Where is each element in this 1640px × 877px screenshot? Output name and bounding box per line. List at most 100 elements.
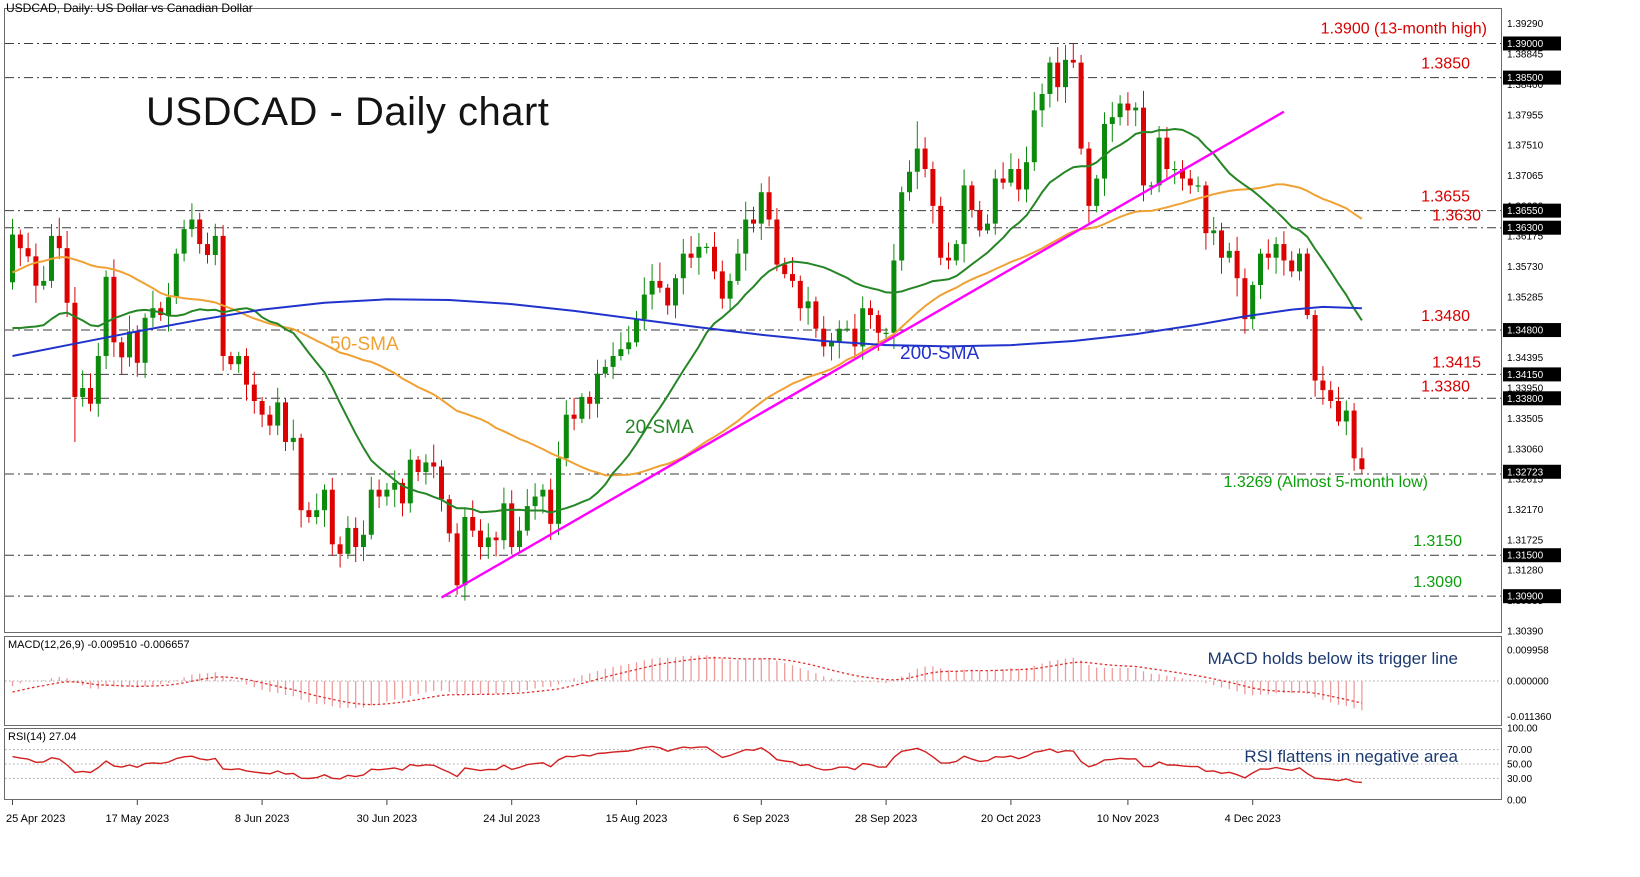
- candle: [930, 161, 936, 224]
- price-box-label: 1.30900: [1503, 589, 1561, 604]
- symbol-title: USDCAD, Daily: US Dollar vs Canadian Dol…: [6, 1, 253, 15]
- price-tick-label: 1.38845: [1507, 50, 1544, 61]
- candle: [1234, 236, 1240, 297]
- candle: [470, 500, 476, 537]
- pane-border: [4, 636, 1502, 726]
- price-tick-label: 1.36175: [1507, 232, 1544, 243]
- candle: [977, 200, 983, 237]
- macd-tick-label: -0.011360: [1507, 712, 1552, 723]
- level-label: 1.3269 (Almost 5-month low): [1223, 474, 1428, 491]
- candle: [111, 259, 117, 357]
- level-label: 1.3850: [1421, 56, 1470, 73]
- candle: [571, 397, 577, 431]
- candle: [33, 243, 39, 303]
- price-tick-label: 1.37510: [1507, 141, 1544, 152]
- candle: [1289, 251, 1295, 278]
- candle: [774, 208, 780, 272]
- candle: [1242, 268, 1248, 334]
- x-axis-label: 4 Dec 2023: [1225, 813, 1281, 825]
- candle: [306, 502, 312, 523]
- candle: [587, 391, 593, 420]
- macd-annotation: MACD holds below its trigger line: [1207, 649, 1458, 668]
- candle: [1164, 127, 1170, 179]
- candle: [1008, 153, 1014, 187]
- candle: [844, 320, 850, 333]
- candle: [1172, 161, 1178, 185]
- candle: [80, 370, 86, 407]
- candle: [376, 479, 382, 509]
- candle: [197, 212, 203, 254]
- candle: [1047, 56, 1053, 108]
- candle: [212, 223, 218, 266]
- chart-title: USDCAD - Daily chart: [146, 90, 550, 134]
- candles-series: [10, 43, 1365, 601]
- rsi-line: [12, 745, 1362, 784]
- price-tick-label: 1.32615: [1507, 475, 1544, 486]
- candle: [17, 229, 23, 267]
- price-tick-label: 1.33060: [1507, 444, 1544, 455]
- rsi-tick-label: 0.00: [1507, 796, 1527, 807]
- candle: [1024, 146, 1029, 203]
- candle: [1328, 381, 1334, 409]
- candle: [1039, 83, 1045, 128]
- sma50-line: [12, 183, 1363, 477]
- rsi-tick-label: 30.00: [1507, 774, 1532, 785]
- level-label: 1.3150: [1413, 533, 1462, 550]
- x-axis-label: 20 Oct 2023: [981, 813, 1041, 825]
- candle: [423, 454, 429, 485]
- svg-text:1.33800: 1.33800: [1507, 394, 1544, 405]
- price-box-label: 1.39000: [1503, 36, 1561, 51]
- candle: [1141, 90, 1146, 202]
- candle: [509, 490, 515, 555]
- candle: [1180, 160, 1185, 191]
- candle: [478, 519, 483, 560]
- sma50-label: 50-SMA: [330, 334, 399, 355]
- candle: [821, 316, 827, 357]
- candle: [805, 286, 811, 325]
- candle: [907, 160, 912, 201]
- candle: [1211, 216, 1217, 246]
- sma200-line: [12, 298, 1362, 357]
- candle: [634, 310, 639, 347]
- candle: [579, 393, 585, 424]
- candle: [119, 337, 125, 375]
- candle: [563, 400, 569, 467]
- candle: [766, 176, 772, 227]
- candle: [1133, 102, 1139, 127]
- candle: [1281, 231, 1287, 276]
- level-label: 1.3090: [1413, 574, 1462, 591]
- candle: [49, 224, 54, 288]
- candle: [275, 387, 281, 436]
- x-axis-label: 6 Sep 2023: [733, 813, 789, 825]
- candle: [1265, 239, 1271, 270]
- candle: [743, 201, 749, 271]
- svg-text:1.36550: 1.36550: [1507, 206, 1544, 217]
- price-tick-label: 1.30390: [1507, 626, 1544, 637]
- candle: [595, 359, 600, 418]
- candle: [829, 332, 834, 361]
- candle: [712, 232, 717, 280]
- candle: [236, 351, 242, 373]
- candle: [1336, 386, 1341, 426]
- candle: [922, 137, 928, 178]
- sma20-line: [12, 128, 1363, 514]
- candle: [727, 273, 733, 311]
- candle: [205, 232, 210, 264]
- candle: [524, 489, 530, 536]
- trendline[interactable]: [440, 110, 1285, 599]
- price-tick-label: 1.35285: [1507, 292, 1544, 303]
- candle: [88, 373, 93, 412]
- candle: [758, 183, 764, 240]
- price-tick-label: 1.37065: [1507, 171, 1544, 182]
- candle: [992, 169, 998, 235]
- candle: [56, 217, 62, 260]
- candle: [134, 325, 140, 377]
- candle: [860, 296, 866, 360]
- candle: [166, 282, 171, 332]
- candle: [532, 483, 538, 520]
- macd-signal-line: [12, 657, 1363, 706]
- candle: [1125, 92, 1131, 126]
- candle: [345, 516, 351, 559]
- price-tick-label: 1.33950: [1507, 384, 1544, 395]
